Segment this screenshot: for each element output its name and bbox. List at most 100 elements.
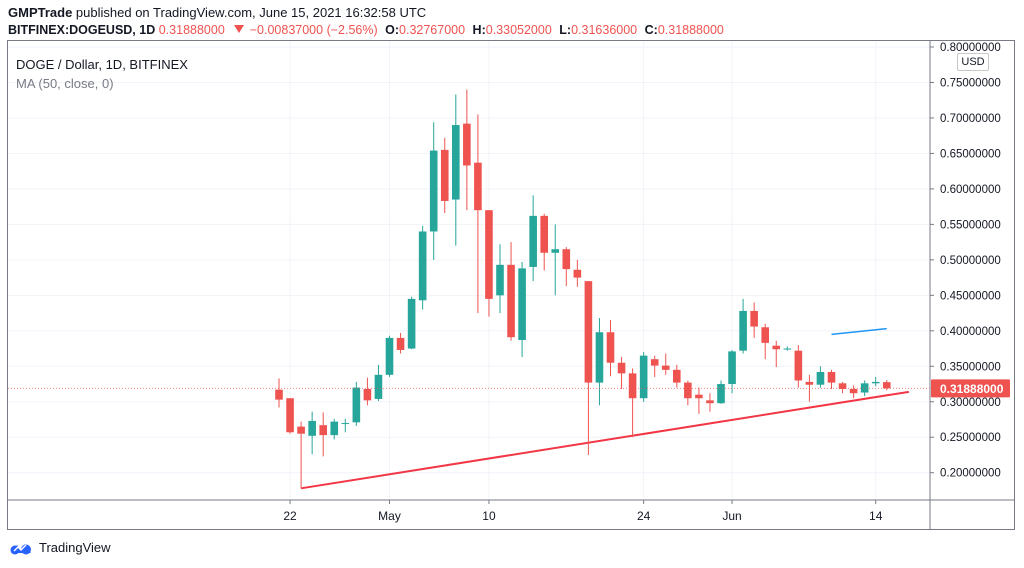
open-value: 0.32767000 xyxy=(399,23,466,37)
x-tick-label: 24 xyxy=(637,509,651,523)
down-arrow-icon xyxy=(234,25,245,33)
candles xyxy=(275,89,891,489)
candle xyxy=(628,368,637,438)
low-key: L: xyxy=(559,23,572,37)
legend-ma[interactable]: MA (50, close, 0) xyxy=(16,76,114,91)
x-tick-label: 22 xyxy=(283,509,297,523)
candle xyxy=(551,224,560,296)
header-publisher-line: GMPTrade published on TradingView.com, J… xyxy=(8,5,426,20)
price-axis[interactable]: 0.80000000 0.75000000 0.70000000 0.65000000… xyxy=(930,42,1001,480)
candle xyxy=(882,380,891,391)
candle-body xyxy=(440,149,449,201)
candle-body xyxy=(750,310,758,327)
legend-title[interactable]: DOGE / Dollar, 1D, BITFINEX xyxy=(16,57,188,72)
candle xyxy=(695,387,703,414)
candle-body xyxy=(871,381,880,384)
candle xyxy=(860,380,869,397)
candle xyxy=(385,335,394,377)
candle-body xyxy=(463,123,471,166)
candle-body xyxy=(628,373,637,399)
tradingview-brand: TradingView xyxy=(39,540,111,555)
candle-body xyxy=(739,310,747,351)
candle xyxy=(838,381,847,394)
candle-body xyxy=(706,400,714,404)
candle xyxy=(562,247,571,287)
candle-body xyxy=(805,381,814,385)
candle-body xyxy=(529,215,537,267)
candle xyxy=(849,385,858,399)
candle xyxy=(396,332,405,354)
y-tick-label: 0.45000000 xyxy=(940,290,1001,302)
candle xyxy=(507,242,515,341)
candle-body xyxy=(761,327,769,343)
candle xyxy=(606,320,615,377)
candle xyxy=(661,353,670,375)
candle-body xyxy=(728,351,736,385)
candle xyxy=(750,302,758,338)
x-tick-label: Jun xyxy=(722,509,741,523)
candle xyxy=(573,259,582,287)
candle-body xyxy=(452,125,460,200)
candle-body xyxy=(816,371,825,385)
time-axis[interactable]: 22 May 10 24 Jun 14 xyxy=(283,500,883,523)
last-price-text: 0.31888000 xyxy=(940,382,1004,396)
candle xyxy=(275,378,283,408)
candle xyxy=(297,421,305,489)
y-tick-label: 0.35000000 xyxy=(940,361,1001,373)
candle-body xyxy=(418,231,427,301)
y-tick-label: 0.50000000 xyxy=(940,255,1001,267)
candle xyxy=(728,349,736,394)
publisher-name[interactable]: GMPTrade xyxy=(8,5,73,20)
published-text: published on TradingView.com, June 15, 2… xyxy=(75,5,427,20)
candle-body xyxy=(474,162,482,211)
candle xyxy=(319,412,327,457)
last-price-layer: 0.31888000 xyxy=(8,379,1010,398)
candle-body xyxy=(783,348,792,350)
candle-body xyxy=(794,350,803,381)
y-tick-label: 0.60000000 xyxy=(940,184,1001,196)
candle-body xyxy=(540,215,548,253)
candle-body xyxy=(650,359,659,366)
tradingview-logo[interactable]: TradingView xyxy=(8,540,111,555)
symbol-label[interactable]: BITFINEX:DOGEUSD, 1D xyxy=(8,23,156,37)
candle-body xyxy=(595,332,604,383)
y-tick-label: 0.40000000 xyxy=(940,326,1001,338)
candle xyxy=(496,244,504,314)
candle xyxy=(463,89,471,211)
candle-body xyxy=(341,423,350,425)
y-tick-label: 0.30000000 xyxy=(940,397,1001,409)
candle-body xyxy=(838,383,847,389)
currency-button[interactable]: USD xyxy=(957,53,989,71)
candle-body xyxy=(849,388,858,394)
candle xyxy=(584,281,593,455)
candle xyxy=(650,355,659,377)
candle xyxy=(673,364,681,388)
chart-frame[interactable] xyxy=(7,40,1015,530)
candle-body xyxy=(286,398,294,433)
candle-body xyxy=(695,394,703,399)
candle xyxy=(816,366,825,388)
candle xyxy=(452,94,460,246)
candle-body xyxy=(485,210,493,299)
candle xyxy=(717,380,725,404)
x-tick-label: 14 xyxy=(869,509,883,523)
candle-body xyxy=(772,345,781,350)
high-key: H: xyxy=(472,23,486,37)
tradingview-cloud-icon xyxy=(10,543,31,554)
candle xyxy=(429,122,438,260)
chart-legend: DOGE / Dollar, 1D, BITFINEX MA (50, clos… xyxy=(16,57,188,91)
ma-line xyxy=(831,327,887,336)
ma-layer xyxy=(831,327,887,336)
candle-body xyxy=(297,426,305,434)
candle xyxy=(341,418,350,433)
candle xyxy=(617,357,626,389)
low-value: 0.31636000 xyxy=(571,23,638,37)
candle xyxy=(761,323,769,360)
candle xyxy=(529,195,537,282)
candle xyxy=(794,345,803,388)
candle xyxy=(783,346,792,351)
candle xyxy=(352,381,361,426)
y-tick-label: 0.55000000 xyxy=(940,219,1001,231)
candle-body xyxy=(407,298,416,349)
